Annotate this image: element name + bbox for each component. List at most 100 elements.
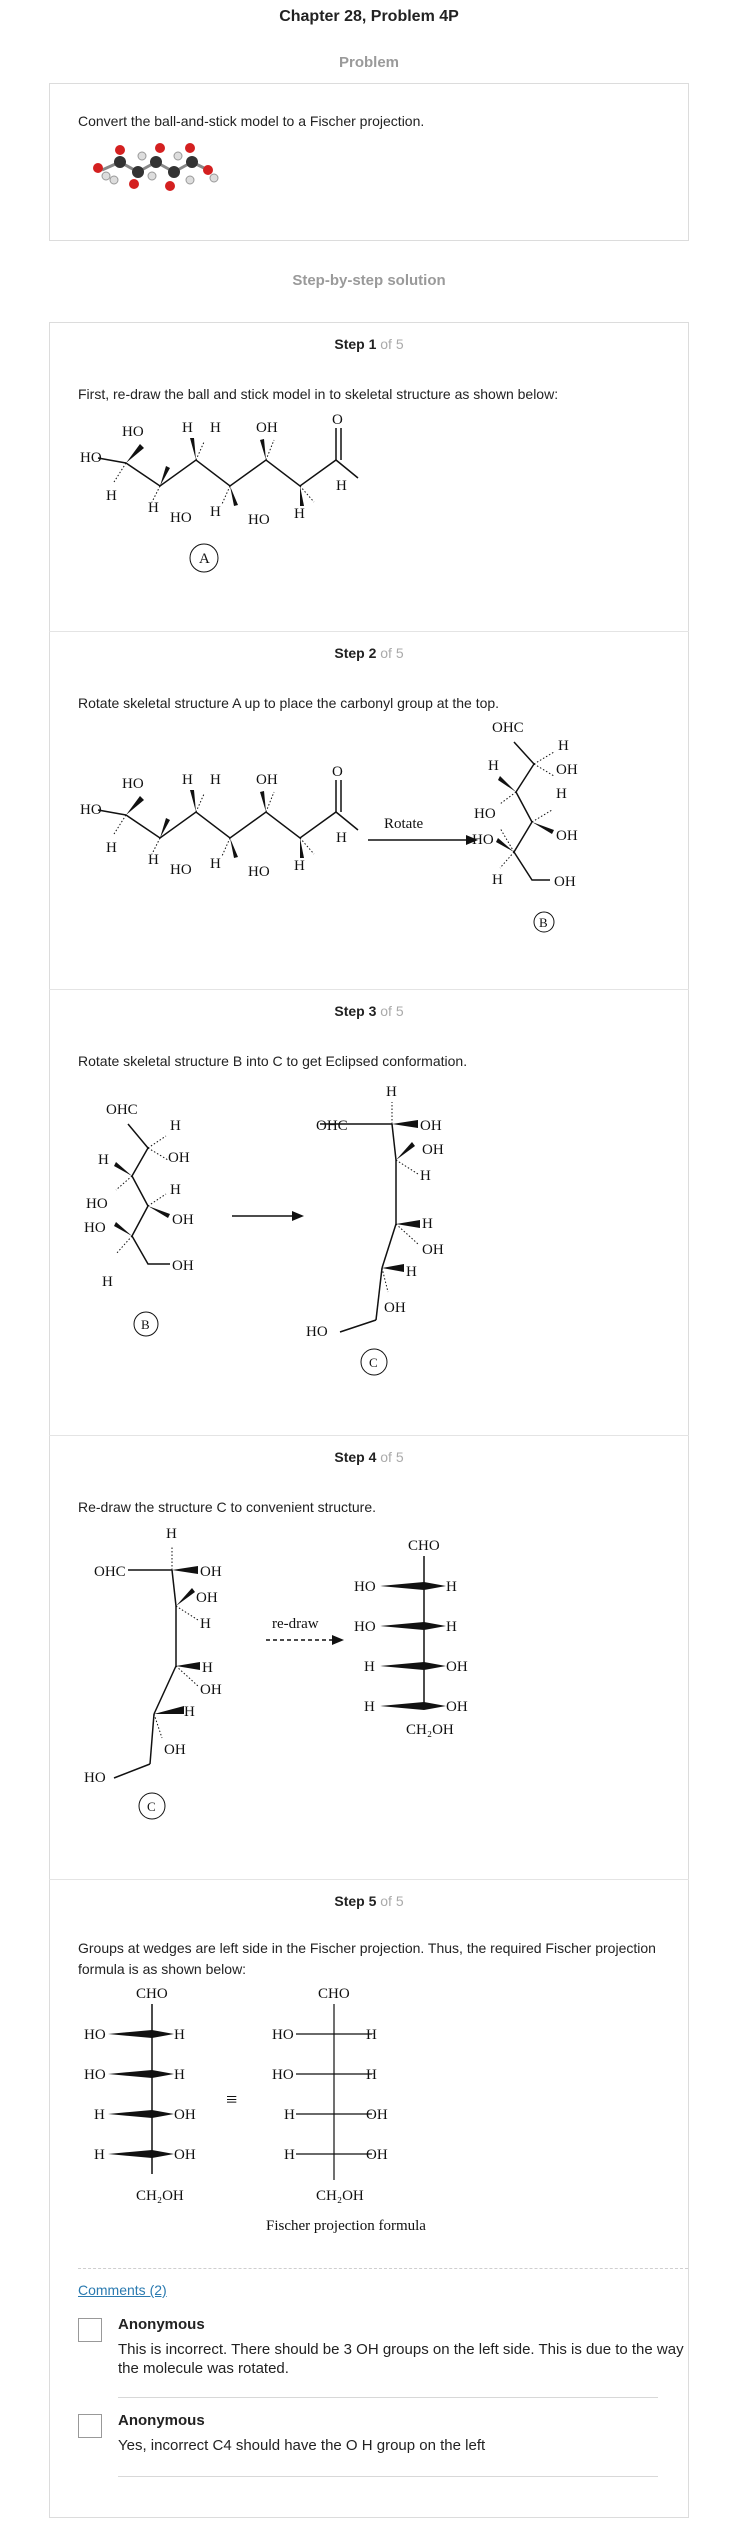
svg-text:HO: HO [272,2067,294,2083]
svg-text:HO: HO [122,424,144,440]
svg-text:OHC: OHC [492,720,524,736]
svg-text:OHC: OHC [94,1564,126,1580]
svg-text:H: H [492,872,503,888]
svg-text:HO: HO [474,806,496,822]
svg-text:HO: HO [86,1196,108,1212]
svg-text:C: C [369,1355,378,1370]
svg-text:OH: OH [420,1118,442,1134]
skeletal-structure-c-step4: H OHC OH OH H H OH H OH HO C [84,1526,222,1820]
comment-item: Anonymous Yes, incorrect C4 should have … [78,2412,688,2462]
svg-text:H: H [284,2107,295,2123]
svg-text:OH: OH [556,828,578,844]
svg-text:OH: OH [554,874,576,890]
svg-text:H: H [364,1659,375,1675]
svg-text:H: H [184,1704,195,1720]
svg-text:B: B [141,1317,150,1332]
svg-text:H: H [556,786,567,802]
svg-text:CH₂OH: CH₂OH [406,1722,454,1738]
step-3-label: Step 3 of 5 [334,1003,404,1019]
svg-text:H: H [94,2147,105,2163]
svg-text:H: H [94,2107,105,2123]
svg-text:OH: OH [196,1590,218,1606]
svg-text:HO: HO [272,2027,294,2043]
svg-text:HO: HO [248,512,270,528]
svg-text:O: O [332,412,343,428]
svg-text:OH: OH [366,2107,388,2123]
svg-text:HO: HO [472,832,494,848]
svg-text:H: H [106,840,117,856]
svg-text:H: H [294,858,305,874]
svg-text:H: H [386,1084,397,1100]
solution-heading: Step-by-step solution [292,272,446,289]
svg-text:H: H [148,852,159,868]
step-1-text: First, re-draw the ball and stick model … [78,386,559,402]
svg-text:Rotate: Rotate [384,816,423,832]
problem-heading: Problem [338,54,399,71]
svg-text:H: H [366,2027,377,2043]
svg-text:H: H [182,772,193,788]
svg-text:CH₂OH: CH₂OH [316,2188,364,2204]
svg-text:OH: OH [384,1300,406,1316]
comment-text: This is incorrect. There should be 3 OH … [118,2341,684,2377]
svg-text:H: H [284,2147,295,2163]
skeletal-structure-c: H OHC OH OH H H OH H OH HO C [306,1084,444,1376]
svg-text:CH₂OH: CH₂OH [136,2188,184,2204]
svg-text:OH: OH [172,1258,194,1274]
svg-text:OH: OH [256,420,278,436]
skeletal-structure-a: HO HO H H H H HO H OH HO H O H A [80,412,359,573]
svg-text:HO: HO [170,862,192,878]
svg-text:HO: HO [122,776,144,792]
comments-link[interactable]: Comments (2) [78,2282,167,2298]
svg-text:Fischer projection formula: Fischer projection formula [266,2218,426,2234]
svg-text:H: H [446,1579,457,1595]
svg-text:OH: OH [446,1699,468,1715]
svg-text:H: H [98,1152,109,1168]
fischer-projection: CHO HO H HO H H OH H OH CH₂OH Fischer projec… [266,1986,426,2234]
ball-and-stick-model [93,143,219,191]
svg-text:OH: OH [422,1142,444,1158]
svg-text:OH: OH [256,772,278,788]
redraw-arrow: re-draw [266,1616,344,1645]
svg-text:H: H [558,738,569,754]
svg-text:H: H [366,2067,377,2083]
svg-text:OHC: OHC [106,1102,138,1118]
svg-text:H: H [148,500,159,516]
svg-text:OH: OH [200,1682,222,1698]
comment-author: Anonymous [118,2316,205,2333]
step-divider [49,1435,689,1436]
wedge-fischer-structure-step5: CHO HO H HO H H OH H OH CH₂OH [84,1986,196,2204]
svg-text:O: O [332,764,343,780]
svg-text:H: H [174,2027,185,2043]
step-4-text: Re-draw the structure C to convenient st… [78,1499,377,1515]
page-title: Chapter 28, Problem 4P [279,8,459,25]
svg-text:H: H [422,1216,433,1232]
svg-text:OH: OH [172,1212,194,1228]
svg-text:HO: HO [306,1324,328,1340]
svg-text:HO: HO [84,2067,106,2083]
svg-text:OH: OH [422,1242,444,1258]
svg-text:H: H [166,1526,177,1542]
comment-checkbox[interactable] [78,2318,102,2342]
svg-text:≡: ≡ [226,2089,237,2111]
comment-checkbox[interactable] [78,2414,102,2438]
comments-separator [78,2268,688,2269]
svg-text:OH: OH [366,2147,388,2163]
svg-text:HO: HO [84,2027,106,2043]
step-divider [49,989,689,990]
step-4-label: Step 4 of 5 [334,1449,404,1465]
step-divider [49,1879,689,1880]
comment-item: Anonymous This is incorrect. There shoul… [78,2316,688,2386]
svg-text:H: H [170,1118,181,1134]
svg-text:HO: HO [170,510,192,526]
svg-text:OH: OH [174,2147,196,2163]
svg-text:HO: HO [80,802,102,818]
comment-text: Yes, incorrect C4 should have the O H gr… [118,2437,486,2454]
svg-text:H: H [202,1660,213,1676]
svg-text:CHO: CHO [408,1538,440,1554]
svg-text:HO: HO [80,450,102,466]
svg-text:OH: OH [446,1659,468,1675]
svg-text:HO: HO [354,1619,376,1635]
comment-divider [118,2397,658,2398]
svg-text:H: H [182,420,193,436]
